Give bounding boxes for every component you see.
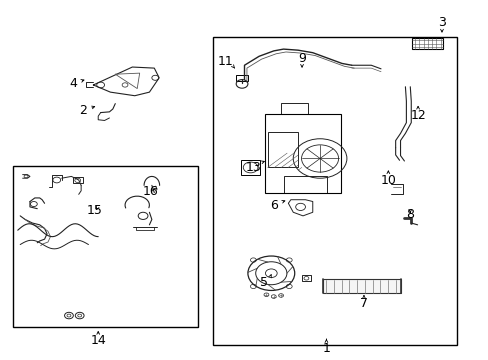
Text: 2: 2 bbox=[79, 104, 86, 117]
Bar bbox=[13, 166, 198, 327]
Bar bbox=[411, 38, 443, 49]
Text: 16: 16 bbox=[142, 185, 159, 198]
Text: 9: 9 bbox=[298, 51, 305, 64]
Bar bbox=[73, 177, 82, 183]
Text: 7: 7 bbox=[359, 297, 367, 310]
Bar bbox=[267, 132, 298, 167]
Bar bbox=[264, 114, 340, 193]
Bar bbox=[281, 103, 307, 114]
Text: 15: 15 bbox=[87, 204, 102, 217]
Bar bbox=[322, 279, 400, 293]
Text: 1: 1 bbox=[322, 342, 330, 355]
Bar bbox=[236, 75, 248, 81]
Text: 5: 5 bbox=[260, 276, 267, 289]
Bar bbox=[302, 275, 310, 281]
Text: 14: 14 bbox=[90, 334, 106, 347]
Text: 4: 4 bbox=[69, 77, 77, 90]
Bar bbox=[212, 37, 456, 345]
Text: 6: 6 bbox=[269, 199, 277, 212]
Text: 3: 3 bbox=[437, 17, 445, 30]
Text: 8: 8 bbox=[406, 208, 413, 221]
Bar bbox=[241, 160, 260, 175]
Text: 10: 10 bbox=[380, 174, 395, 186]
Text: 12: 12 bbox=[409, 109, 425, 122]
Text: 13: 13 bbox=[245, 161, 261, 174]
Text: 11: 11 bbox=[218, 55, 233, 68]
Bar bbox=[283, 176, 327, 193]
